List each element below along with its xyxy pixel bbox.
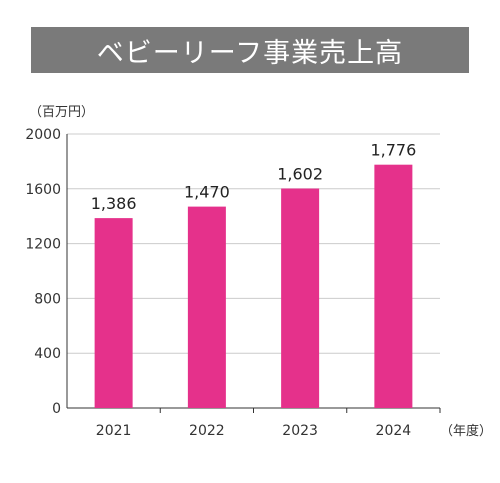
bar <box>187 206 226 408</box>
bar <box>374 164 413 408</box>
x-axis-unit-label: （年度） <box>440 423 492 439</box>
bar-value-label: 1,776 <box>370 141 416 160</box>
x-tick-label: 2021 <box>96 423 132 439</box>
y-tick-label: 1200 <box>25 237 61 253</box>
y-tick-label: 400 <box>34 346 61 362</box>
bar-value-label: 1,386 <box>91 194 137 213</box>
y-tick-label: 800 <box>34 291 61 307</box>
x-tick-label: 2023 <box>282 423 318 439</box>
x-tick-label: 2024 <box>376 423 412 439</box>
y-axis-unit-label: （百万円） <box>29 105 95 120</box>
chart-title: ベビーリーフ事業売上高 <box>96 37 404 69</box>
y-tick-label: 1600 <box>25 182 61 198</box>
y-tick-label: 2000 <box>25 127 61 143</box>
bar-value-label: 1,470 <box>184 183 230 202</box>
x-tick-label: 2022 <box>189 423 225 439</box>
bar-value-label: 1,602 <box>277 165 323 184</box>
bar <box>94 218 133 408</box>
bar <box>281 188 320 408</box>
y-tick-label: 0 <box>52 401 61 417</box>
chart-title-bar: ベビーリーフ事業売上高 <box>31 27 469 73</box>
